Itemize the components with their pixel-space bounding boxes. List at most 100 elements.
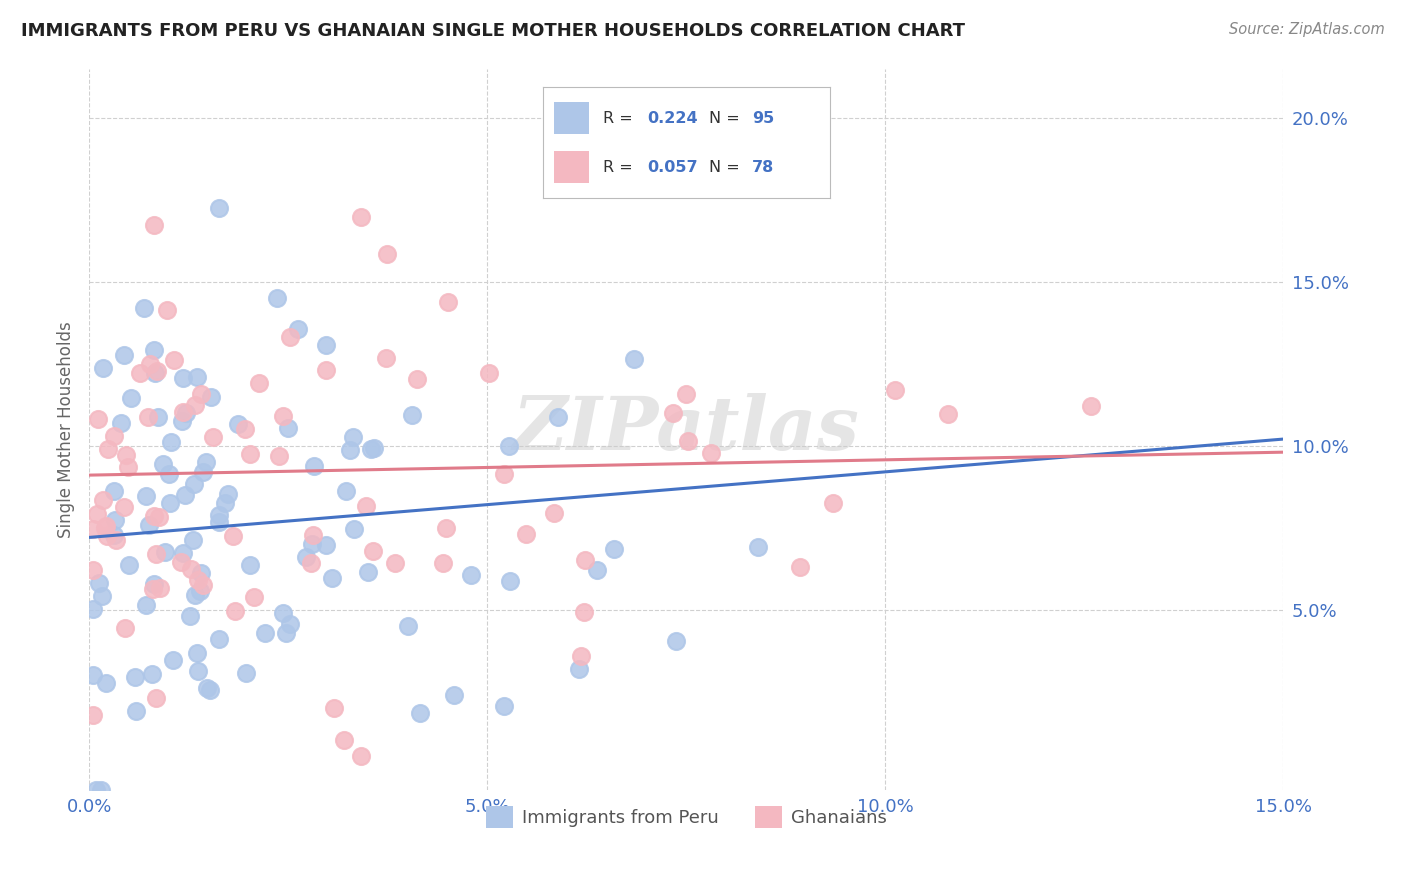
Point <box>266 291 288 305</box>
Point <box>186 647 208 661</box>
Point <box>188 583 211 598</box>
Point <box>82 668 104 682</box>
Point <box>603 541 626 556</box>
Point <box>82 602 104 616</box>
Point <box>623 352 645 367</box>
Point <box>86 783 108 797</box>
Point <box>157 467 180 481</box>
Point <box>93 493 115 508</box>
Point <box>112 500 135 514</box>
Point <box>183 588 205 602</box>
Point <box>375 246 398 260</box>
Point <box>124 669 146 683</box>
Point <box>190 387 212 401</box>
Point <box>499 574 522 589</box>
Point <box>350 210 373 224</box>
Point <box>543 506 565 520</box>
Point <box>136 409 159 424</box>
Text: IMMIGRANTS FROM PERU VS GHANAIAN SINGLE MOTHER HOUSEHOLDS CORRELATION CHART: IMMIGRANTS FROM PERU VS GHANAIAN SINGLE … <box>21 22 965 40</box>
Point <box>665 634 688 648</box>
Point <box>354 499 377 513</box>
Point <box>207 508 229 522</box>
Point <box>87 576 110 591</box>
Point <box>239 447 262 461</box>
Point <box>103 483 125 498</box>
Point <box>159 434 181 449</box>
Point <box>243 591 266 605</box>
Point <box>186 573 208 587</box>
Point <box>176 406 198 420</box>
Point <box>675 387 697 401</box>
Point <box>142 576 165 591</box>
Point <box>183 477 205 491</box>
Point <box>214 495 236 509</box>
Point <box>142 582 165 596</box>
Text: Source: ZipAtlas.com: Source: ZipAtlas.com <box>1229 22 1385 37</box>
Point <box>515 527 537 541</box>
Point <box>125 704 148 718</box>
Point <box>789 559 811 574</box>
Point <box>235 665 257 680</box>
Point <box>155 302 177 317</box>
Point <box>94 676 117 690</box>
Point <box>396 619 419 633</box>
Point <box>105 533 128 547</box>
Point <box>190 566 212 580</box>
Point <box>120 392 142 406</box>
Point <box>82 708 104 723</box>
Point <box>700 446 723 460</box>
Point <box>361 543 384 558</box>
Point <box>135 489 157 503</box>
Point <box>350 749 373 764</box>
Point <box>267 449 290 463</box>
Point <box>142 219 165 233</box>
Point <box>117 460 139 475</box>
Point <box>208 201 231 215</box>
Point <box>195 681 218 695</box>
Point <box>339 443 361 458</box>
Point <box>278 616 301 631</box>
Point <box>363 441 385 455</box>
Point <box>277 420 299 434</box>
Point <box>304 458 326 473</box>
Point <box>97 442 120 457</box>
Y-axis label: Single Mother Households: Single Mother Households <box>58 321 75 538</box>
Point <box>174 487 197 501</box>
Point <box>110 416 132 430</box>
Point <box>191 465 214 479</box>
Point <box>141 666 163 681</box>
Point <box>287 322 309 336</box>
Point <box>299 556 322 570</box>
Point <box>179 608 201 623</box>
Point <box>208 516 231 530</box>
Point <box>408 706 430 720</box>
Point <box>82 563 104 577</box>
Point <box>143 366 166 380</box>
Point <box>747 540 769 554</box>
Point <box>194 455 217 469</box>
Point <box>547 410 569 425</box>
Point <box>254 625 277 640</box>
Point <box>152 457 174 471</box>
Point <box>271 606 294 620</box>
Point <box>586 563 609 577</box>
Point <box>662 407 685 421</box>
Point <box>333 733 356 747</box>
Point <box>217 486 239 500</box>
Point <box>460 567 482 582</box>
Point <box>91 589 114 603</box>
Point <box>302 528 325 542</box>
Point <box>572 605 595 619</box>
Point <box>321 571 343 585</box>
Point <box>155 545 177 559</box>
Point <box>115 449 138 463</box>
Point <box>222 528 245 542</box>
Point <box>247 376 270 390</box>
Point <box>82 522 104 536</box>
Point <box>498 439 520 453</box>
Point <box>494 467 516 482</box>
Point <box>184 399 207 413</box>
Point <box>172 404 194 418</box>
Point <box>200 683 222 698</box>
Point <box>103 528 125 542</box>
